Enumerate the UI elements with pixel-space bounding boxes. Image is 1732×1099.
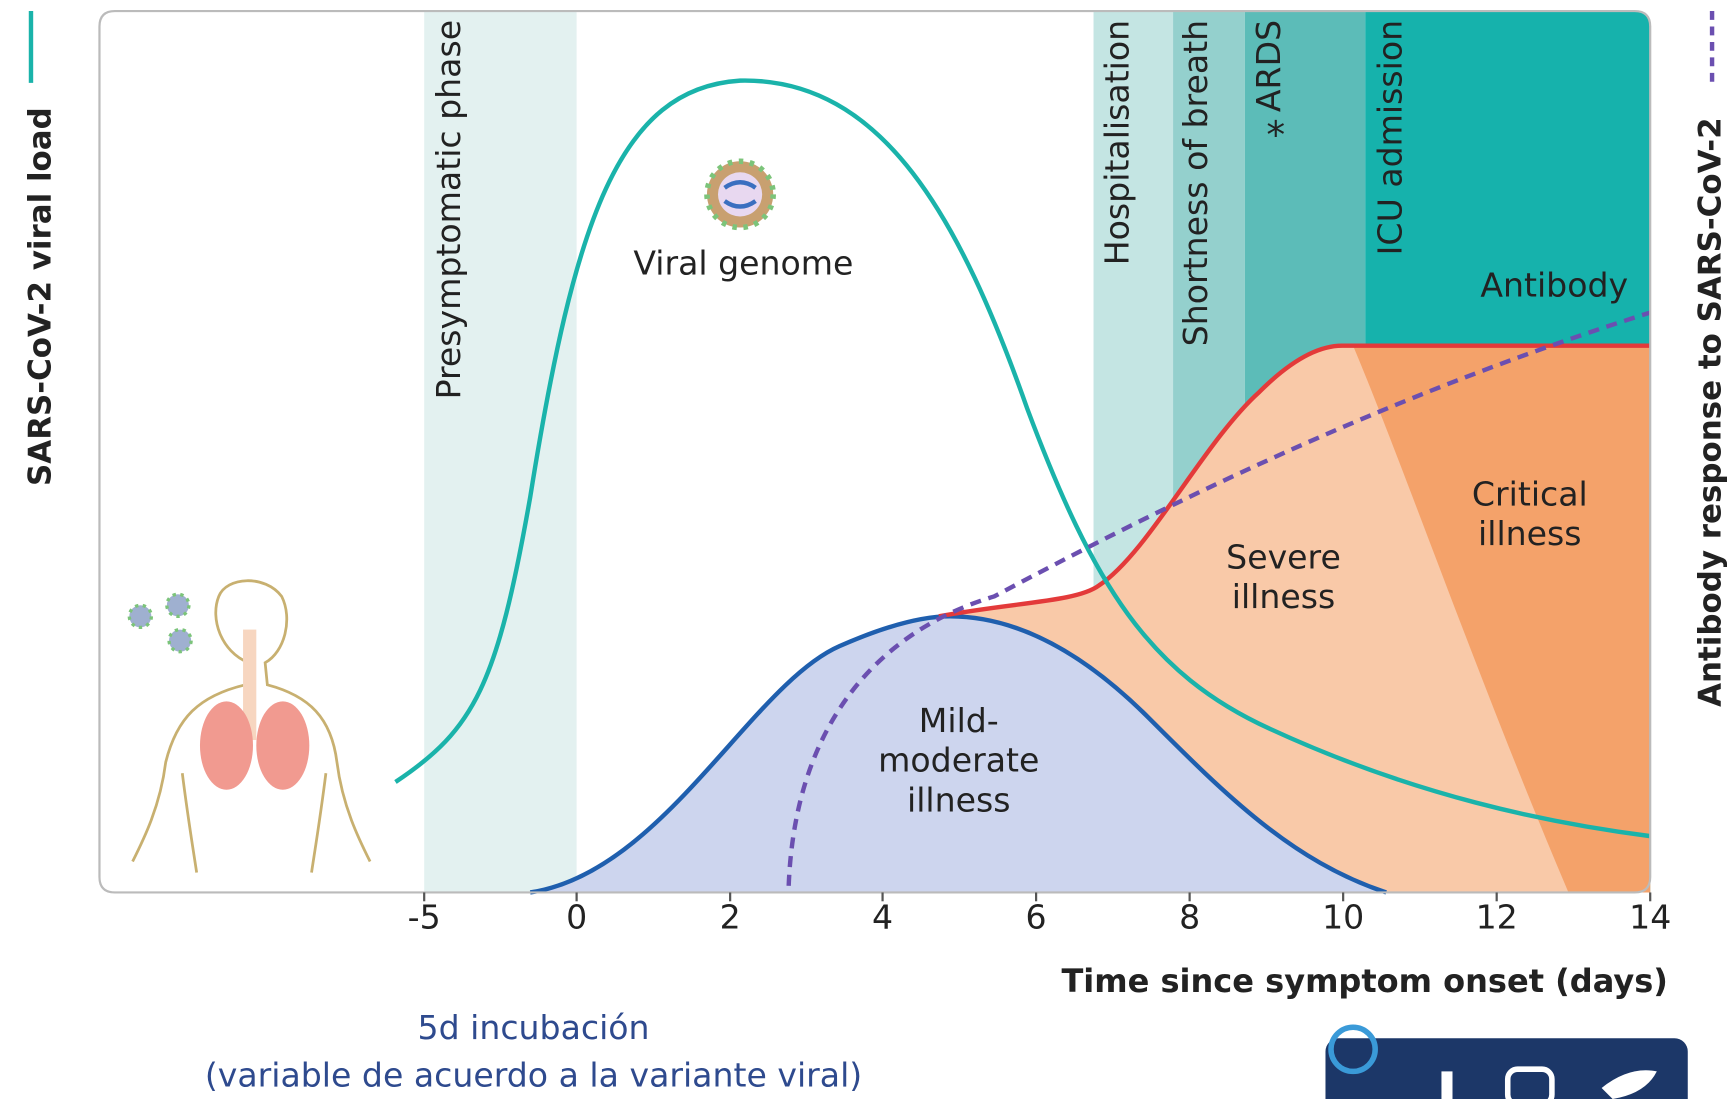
x-tick-label: 12 [1476,897,1518,936]
footnote: 5d incubación [418,1008,650,1047]
area-label: Mild- [919,701,999,740]
curve-label: Viral genome [633,244,853,283]
x-axis: -5 0 2 4 6 8 10 12 14 [408,892,1671,936]
phase-label: Presymptomatic phase [429,20,468,400]
area-label: moderate [878,741,1039,780]
x-axis-label: Time since symptom onset (days) [1061,962,1667,1000]
x-tick-label: 0 [566,897,587,936]
phase-label: Hospitalisation [1097,20,1136,265]
phase-label: ARDS [1249,20,1288,112]
phase-label: ICU admission [1370,20,1409,255]
mild-area [530,616,1387,893]
area-label: illness [1232,577,1336,616]
social-bar[interactable] [1325,1024,1688,1099]
x-tick-label: 6 [1026,897,1047,936]
footnote: (variable de acuerdo a la variante viral… [205,1055,862,1094]
x-tick-label: -5 [408,897,441,936]
area-label: illness [907,780,1011,819]
x-tick-label: 4 [872,897,893,936]
x-tick-label: 8 [1179,897,1200,936]
x-tick-label: 10 [1322,897,1364,936]
human-figure [131,579,372,873]
virus-icon [704,158,776,231]
x-tick-label: 2 [720,897,741,936]
antibody-curve [786,310,1651,886]
severity-curve [938,343,1651,619]
curve-label: Antibody [1480,266,1628,305]
y-axis-label: SARS-CoV-2 viral load [23,107,59,486]
y2-axis-label: Antibody response to SARS-CoV-2 [1693,117,1729,707]
x-tick-label: 14 [1629,897,1671,936]
asterisk: * [1266,112,1285,156]
frame [98,9,1652,894]
area-label: Severe [1226,537,1341,576]
viral-load-curve [394,78,1651,839]
band [424,11,577,893]
virus-small [127,592,193,654]
area-label: illness [1478,514,1582,553]
critical-area [1353,345,1651,893]
area-label: Critical [1472,474,1588,513]
phase-label: Shortness of breath [1176,20,1215,346]
